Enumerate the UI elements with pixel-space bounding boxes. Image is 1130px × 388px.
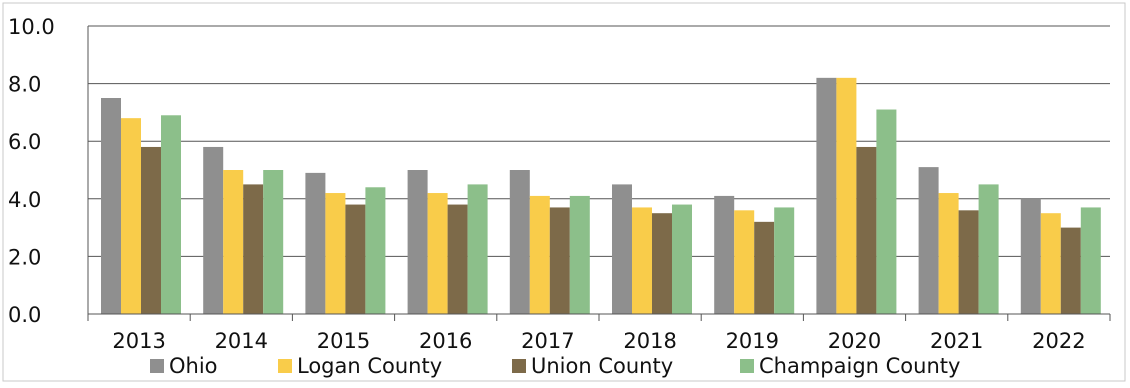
bar-union-county-2018: [652, 213, 672, 314]
bar-union-county-2019: [754, 221, 775, 314]
bar-champaign-county-2019: [774, 207, 795, 314]
bar-champaign-county-2018: [672, 204, 692, 314]
bar-logan-county-2019: [734, 210, 755, 314]
bar-logan-county-2018: [632, 207, 652, 314]
bar-logan-county-2016: [427, 193, 448, 314]
bar-ohio-2015: [305, 172, 326, 314]
x-tick-label: 2015: [317, 329, 370, 353]
legend-label-champaign-county: Champaign County: [759, 354, 960, 378]
bar-logan-county-2015: [325, 193, 346, 314]
bar-ohio-2021: [918, 167, 939, 314]
bar-union-county-2015: [345, 204, 366, 314]
x-tick-label: 2020: [828, 329, 881, 353]
legend-swatch-champaign-county: [740, 359, 754, 373]
y-tick-label: 10.0: [8, 15, 55, 39]
bar-ohio-2022: [1020, 198, 1041, 314]
bar-champaign-county-2016: [467, 184, 488, 314]
bar-ohio-2019: [714, 195, 735, 314]
bars: [101, 77, 1101, 315]
bar-ohio-2013: [101, 98, 121, 314]
bar-logan-county-2020: [836, 77, 857, 314]
bar-champaign-county-2017: [569, 195, 590, 314]
bar-champaign-county-2021: [978, 184, 999, 314]
bar-union-county-2013: [141, 146, 161, 314]
y-tick-label: 6.0: [8, 130, 41, 154]
bar-champaign-county-2014: [263, 170, 284, 314]
bar-logan-county-2021: [938, 193, 959, 314]
bar-union-county-2014: [243, 184, 264, 314]
y-tick-label: 8.0: [8, 73, 41, 97]
bar-logan-county-2017: [529, 195, 550, 314]
x-tick-label: 2019: [726, 329, 779, 353]
legend-swatch-logan-county: [278, 359, 292, 373]
legend: Ohio Logan County Union County Champaign Co…: [150, 354, 960, 378]
x-tick-label: 2021: [930, 329, 983, 353]
bar-champaign-county-2022: [1080, 207, 1101, 314]
y-tick-label: 0.0: [8, 303, 41, 327]
y-tick-label: 2.0: [8, 245, 41, 269]
x-tick-label: 2014: [215, 329, 268, 353]
bar-champaign-county-2020: [876, 109, 897, 315]
bar-union-county-2022: [1060, 227, 1081, 314]
bar-ohio-2017: [509, 170, 530, 314]
bar-union-county-2016: [447, 204, 468, 314]
x-tick-label: 2013: [112, 329, 165, 353]
legend-label-logan-county: Logan County: [297, 354, 442, 378]
bar-logan-county-2014: [223, 170, 244, 314]
bar-union-county-2021: [958, 210, 979, 314]
bar-ohio-2018: [612, 184, 632, 314]
legend-swatch-ohio: [150, 359, 164, 373]
y-tick-label: 4.0: [8, 188, 41, 212]
bar-champaign-county-2013: [161, 115, 181, 314]
bar-union-county-2017: [549, 207, 570, 314]
bar-ohio-2016: [407, 170, 428, 314]
bar-union-county-2020: [856, 146, 877, 314]
x-tick-label: 2018: [623, 329, 676, 353]
bar-ohio-2020: [816, 77, 837, 314]
x-tick-label: 2022: [1032, 329, 1085, 353]
x-tick-label: 2017: [521, 329, 574, 353]
bar-logan-county-2013: [121, 118, 141, 314]
legend-swatch-union-county: [512, 359, 526, 373]
bar-champaign-county-2015: [365, 187, 386, 314]
bar-ohio-2014: [203, 146, 224, 314]
axes: 0.0 2.0 4.0 6.0 8.0 10.0 2013 2014 2015 2016 2017 2…: [8, 15, 1111, 353]
legend-label-ohio: Ohio: [169, 354, 218, 378]
bar-logan-county-2022: [1040, 213, 1061, 314]
x-tick-label: 2016: [419, 329, 472, 353]
legend-label-union-county: Union County: [531, 354, 673, 378]
